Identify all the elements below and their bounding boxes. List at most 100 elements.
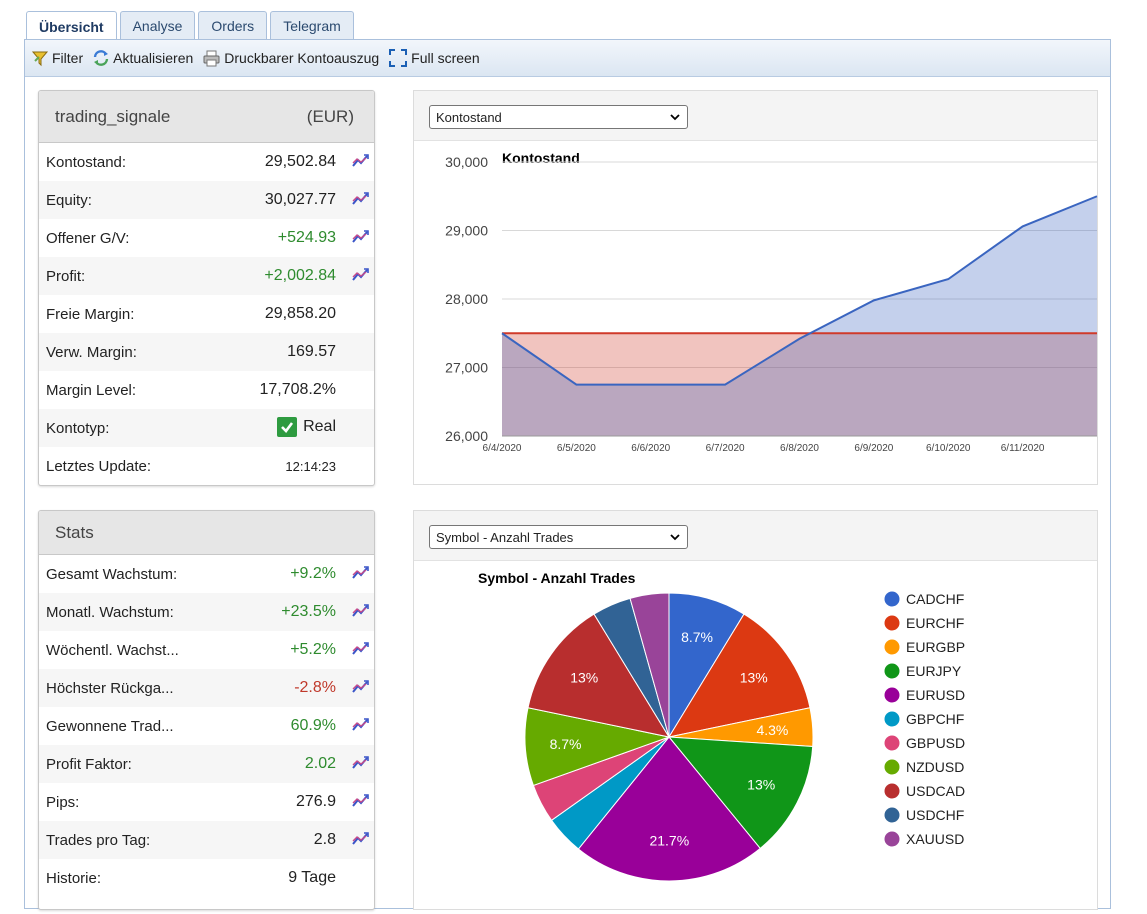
stats-row: Pips: 276.9 [39,783,374,821]
account-row: Margin Level: 17,708.2% [39,371,374,409]
stats-row-value: +23.5% [281,603,336,620]
legend-item[interactable]: GBPCHF [906,711,964,727]
chart-trend-icon[interactable] [351,641,369,661]
print-label: Druckbarer Kontoauszug [224,50,380,66]
pie-slice-label: 8.7% [681,629,713,645]
account-row-value: 29,502.84 [264,153,336,170]
stats-card: Stats Gesamt Wachstum: +9.2% Monatl. Wachs… [38,510,375,910]
account-row-value: 29,858.20 [264,305,336,322]
x-tick-label: 6/7/2020 [706,443,745,454]
x-tick-label: 6/8/2020 [780,443,819,454]
legend-swatch [884,615,900,631]
chart-trend-icon[interactable] [351,755,369,775]
chart-trend-icon[interactable] [351,153,369,173]
chart-trend-icon[interactable] [351,229,369,249]
chart-trend-icon[interactable] [351,717,369,737]
chart-trend-icon[interactable] [351,267,369,287]
y-tick-label: 29,000 [445,223,488,239]
chart-trend-icon[interactable] [351,793,369,813]
stats-row-label: Monatl. Wachstum: [46,603,174,621]
account-row: Verw. Margin: 169.57 [39,333,374,371]
filter-label: Filter [52,50,84,66]
legend-swatch [884,711,900,727]
y-tick-label: 26,000 [445,428,488,444]
balance-chart-header: Kontostand [414,91,1097,141]
pie-slice-eurjpy[interactable] [667,736,814,850]
stats-row-label: Historie: [46,869,102,887]
stats-row-label: Pips: [46,793,80,811]
legend-swatch [884,807,900,823]
legend-item[interactable]: EURCHF [906,615,964,631]
chart-trend-icon[interactable] [351,191,369,211]
legend-item[interactable]: NZDUSD [906,759,964,775]
legend-swatch [884,639,900,655]
deposit-area [502,333,1097,436]
legend-item[interactable]: GBPUSD [906,735,965,751]
account-row-label: Kontotyp: [46,419,110,437]
print-statement-button[interactable]: Druckbarer Kontoauszug [202,49,379,67]
stats-row-value: -2.8% [294,679,336,696]
printer-icon [203,50,220,67]
chart-trend-icon[interactable] [351,831,369,851]
symbol-chart-box: Symbol - Anzahl Trades Symbol - Anzahl T… [413,510,1098,910]
legend-item[interactable]: CADCHF [906,591,964,607]
account-row-label: Kontostand: [46,153,127,171]
pie-slice-label: 13% [570,669,598,685]
tab-telegram[interactable]: Telegram [270,11,354,40]
tab-uebersicht[interactable]: Übersicht [26,11,117,41]
chart-trend-icon[interactable] [351,565,369,585]
pie-slice-eurusd[interactable] [577,736,761,882]
stats-row-value: 276.9 [295,793,336,810]
legend-item[interactable]: EURJPY [906,663,962,679]
pie-slice-eurchf[interactable] [667,613,811,738]
account-row-value: Real [277,416,336,440]
legend-swatch [884,783,900,799]
filter-button[interactable]: Filter [31,49,83,67]
legend-item[interactable]: EURUSD [906,687,965,703]
account-row-label: Profit: [46,267,86,285]
stats-title: Stats [55,522,94,542]
stats-row-label: Gewonnene Trad... [46,717,174,735]
tab-analyse[interactable]: Analyse [119,11,196,40]
account-row: Letztes Update: 12:14:23 [39,447,374,485]
account-row-label: Freie Margin: [46,305,135,323]
legend-item[interactable]: USDCAD [906,783,965,799]
fullscreen-button[interactable]: Full screen [388,48,480,68]
account-currency: (EUR) [306,106,354,126]
account-row-value: +2,002.84 [264,267,336,284]
chart-trend-icon[interactable] [351,679,369,699]
stats-row-value: 2.8 [313,831,336,848]
account-row: Freie Margin: 29,858.20 [39,295,374,333]
legend-item[interactable]: USDCHF [906,807,964,823]
pie-slice-label: 13% [740,669,768,685]
balance-chart-title: Kontostand [502,150,580,166]
tab-orders[interactable]: Orders [198,11,268,40]
legend-swatch [884,759,900,775]
account-type-value: Real [303,417,336,435]
pie-slice-usdcad[interactable] [527,613,671,738]
chart-trend-icon[interactable] [351,603,369,623]
account-row-value: +524.93 [277,229,336,246]
stats-row-label: Wöchentl. Wachst... [46,641,179,659]
legend-item[interactable]: EURGBP [906,639,965,655]
x-tick-label: 6/6/2020 [631,443,670,454]
account-row: Profit: +2,002.84 [39,257,374,295]
legend-swatch [884,831,900,847]
account-rows: Kontostand: 29,502.84 Equity: 30,027.77 Offe… [39,143,374,485]
x-tick-label: 6/11/2020 [1001,443,1045,454]
symbol-chart-select[interactable]: Symbol - Anzahl Trades [429,525,688,549]
legend-item[interactable]: XAUUSD [906,831,964,847]
pie-slice-xauusd[interactable] [629,592,670,738]
account-row: Offener G/V: +524.93 [39,219,374,257]
checkmark-icon [277,416,298,437]
y-tick-label: 30,000 [445,154,488,170]
balance-chart-box: Kontostand Kontostand 26,000 27,000 28,000 2… [413,90,1098,485]
stats-row-value: 9 Tage [288,869,336,886]
stats-row-value: +5.2% [290,641,336,658]
stats-row-value: 60.9% [290,717,336,734]
balance-select-value: Kontostand [436,109,502,125]
balance-chart-select[interactable]: Kontostand [429,105,688,129]
chevron-down-icon [670,114,680,121]
y-tick-label: 28,000 [445,291,488,307]
refresh-button[interactable]: Aktualisieren [92,49,193,67]
